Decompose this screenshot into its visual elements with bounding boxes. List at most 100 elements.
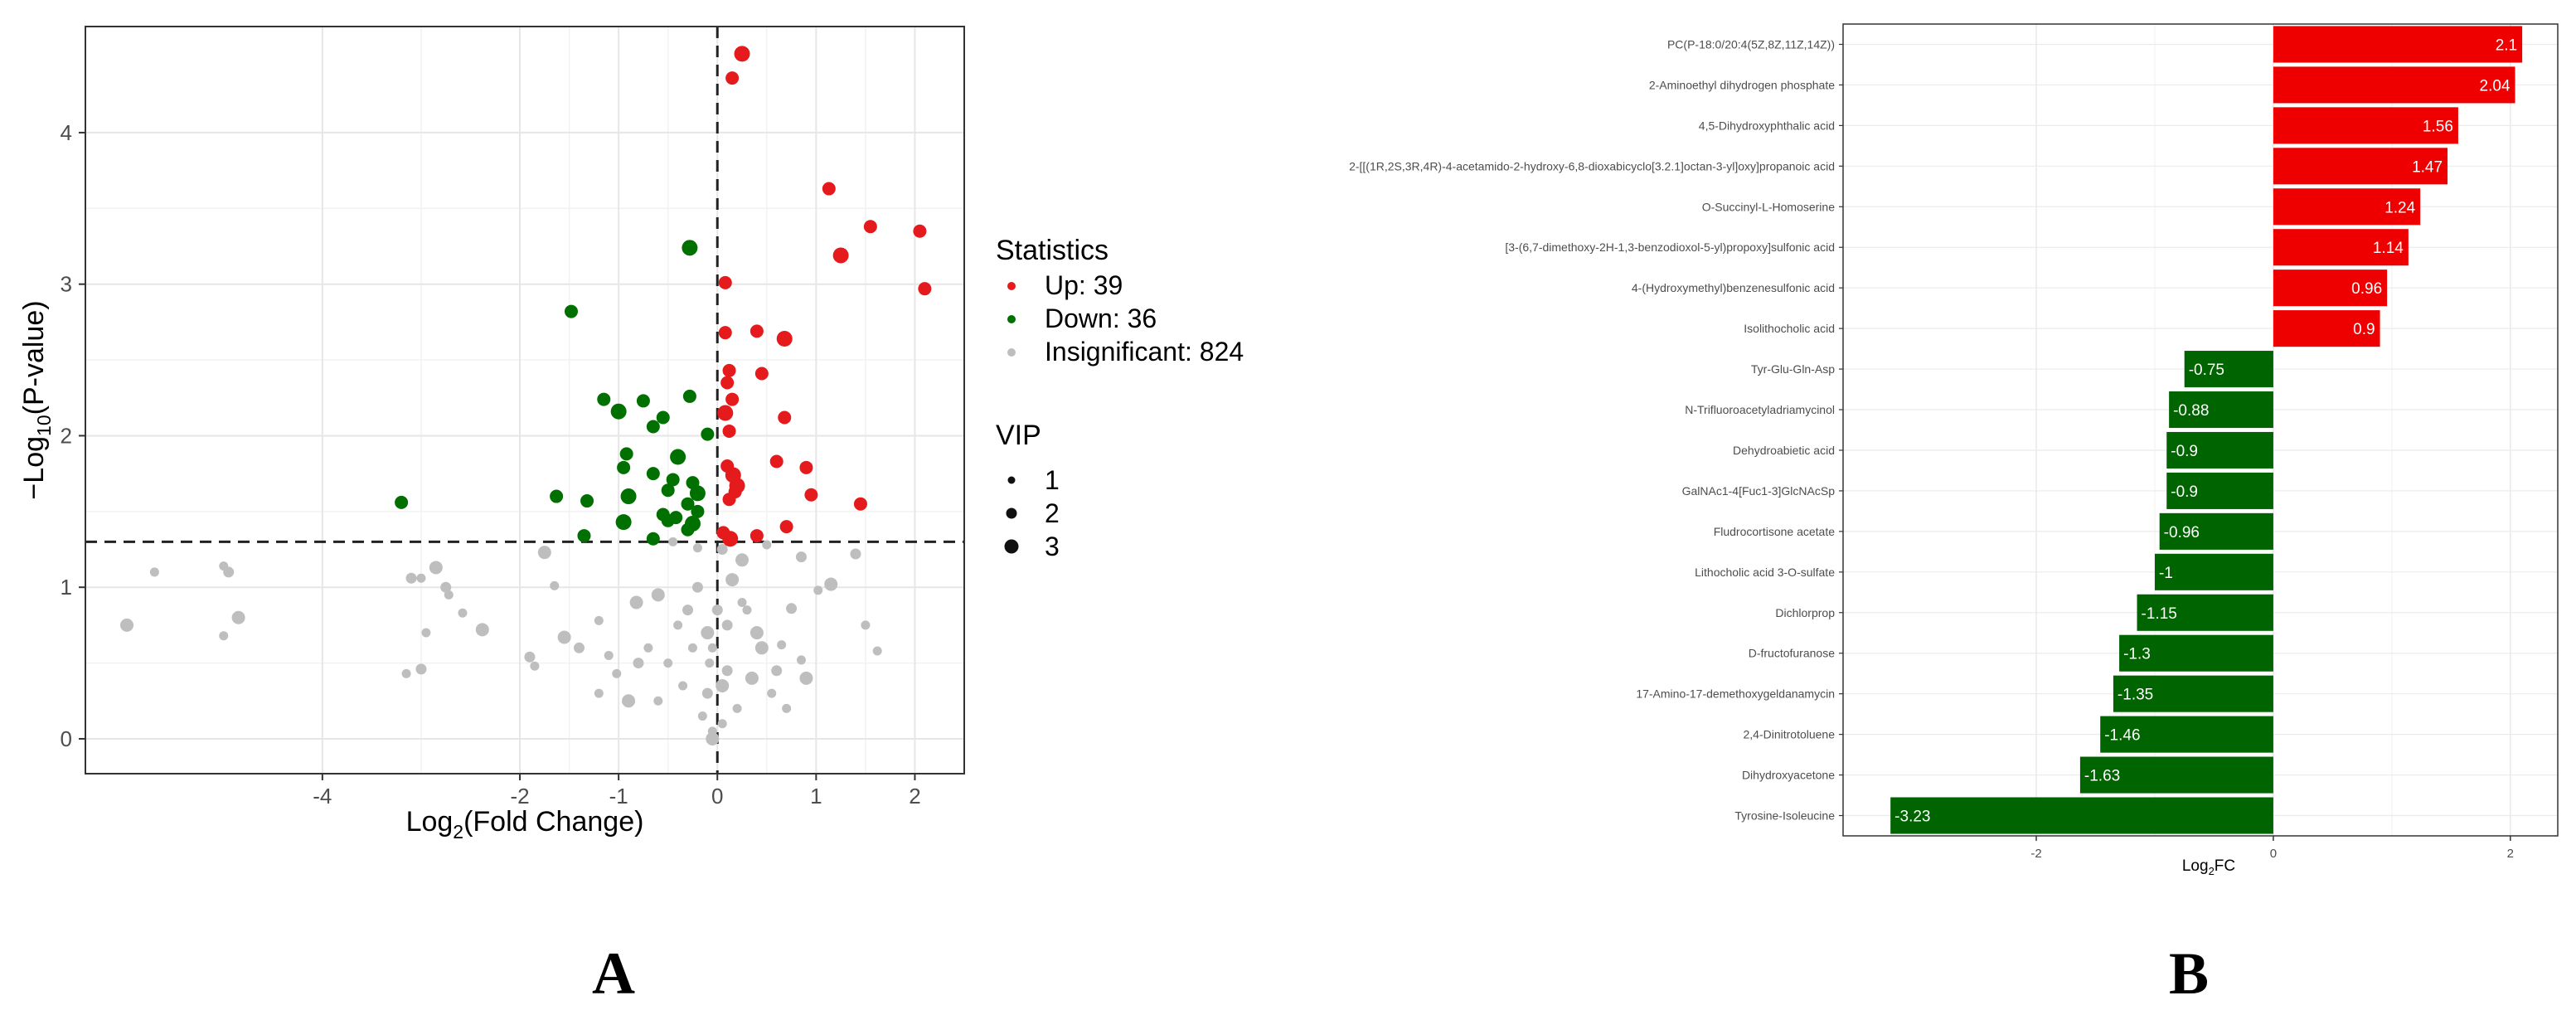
- legend-vip-label: 2: [1045, 498, 1060, 528]
- bar-down: [2079, 756, 2273, 794]
- volcano-point-up: [722, 424, 736, 438]
- volcano-point-down: [564, 304, 578, 318]
- volcano-point-insignificant: [663, 658, 673, 668]
- bar-category-label: Isolithocholic acid: [1744, 322, 1835, 335]
- bar-x-label-post: FC: [2215, 857, 2235, 875]
- volcano-point-insignificant: [440, 581, 452, 593]
- volcano-point-insignificant: [795, 551, 807, 563]
- bar-value-label: 2.04: [2480, 77, 2511, 95]
- volcano-point-insignificant: [796, 655, 806, 665]
- volcano-point-insignificant: [735, 553, 750, 567]
- bar-up: [2273, 66, 2515, 104]
- bar-value-label: 1.24: [2384, 199, 2415, 216]
- volcano-point-insignificant: [678, 681, 688, 691]
- volcano-point-insignificant: [745, 671, 759, 685]
- volcano-point-up: [722, 363, 736, 377]
- volcano-point-insignificant: [429, 561, 443, 575]
- bar-x-label-pre: Log: [2182, 857, 2209, 875]
- volcano-point-insignificant: [458, 608, 468, 618]
- volcano-plot-area: [85, 27, 964, 774]
- bar-down: [2159, 512, 2273, 550]
- volcano-point-down: [701, 427, 715, 441]
- legend-statistics-label: Up: 39: [1045, 270, 1123, 300]
- volcano-point-insignificant: [750, 626, 764, 640]
- volcano-point-down: [620, 488, 637, 505]
- volcano-point-insignificant: [120, 618, 134, 632]
- volcano-point-insignificant: [401, 668, 411, 678]
- bar-down: [2137, 594, 2273, 631]
- volcano-point-insignificant: [701, 687, 713, 699]
- bar-up: [2273, 229, 2409, 266]
- bar-category-label: [3-(6,7-dimethoxy-2H-1,3-benzodioxol-5-y…: [1505, 240, 1835, 254]
- volcano-plot-frame: [85, 26, 965, 774]
- volcano-point-insignificant: [668, 537, 678, 546]
- volcano-point-down: [550, 489, 564, 503]
- volcano-point-down: [691, 504, 705, 518]
- bar-value-label: 0.96: [2351, 280, 2382, 298]
- volcano-point-insignificant: [705, 658, 715, 668]
- volcano-point-down: [681, 497, 695, 511]
- bar-marks: 2.1 2.04 1.56 1.47 1.24 1.14 0.96 0.9 -0.75 -0.88…: [1890, 26, 2523, 834]
- volcano-point-down: [646, 532, 660, 546]
- panel-label-b: B: [2169, 940, 2209, 1007]
- bar-value-label: -0.9: [2171, 483, 2198, 501]
- bar-value-label: -1.15: [2142, 605, 2177, 623]
- bar-up: [2273, 310, 2380, 347]
- volcano-point-up: [769, 454, 783, 469]
- bar-category-label: Dehydroabietic acid: [1733, 444, 1835, 457]
- volcano-point-insignificant: [530, 661, 540, 671]
- bar-down: [2113, 675, 2273, 712]
- volcano-point-insignificant: [861, 620, 871, 630]
- bar-value-label: -1.46: [2104, 727, 2140, 745]
- bar-down: [1890, 797, 2273, 834]
- bar-value-label: -1.35: [2118, 687, 2153, 704]
- bar-x-axis-label: Log2FC: [2182, 857, 2235, 877]
- volcano-y-tick-label: 3: [61, 272, 72, 297]
- volcano-point-insignificant: [537, 546, 551, 560]
- volcano-point-insignificant: [574, 642, 585, 653]
- volcano-point-insignificant: [767, 688, 777, 698]
- volcano-x-tick-label: 1: [810, 784, 822, 808]
- volcano-point-down: [646, 420, 660, 434]
- bar-category-label: PC(P-18:0/20:4(5Z,8Z,11Z,14Z)): [1667, 37, 1835, 51]
- volcano-ticks: -4 -2 -1 0 1 2 0 1 2 3 4: [61, 120, 921, 808]
- bar-up: [2273, 188, 2421, 226]
- bar-value-label: 1.47: [2412, 158, 2443, 176]
- volcano-point-insignificant: [475, 623, 489, 637]
- volcano-point-down: [682, 240, 698, 256]
- volcano-point-insignificant: [716, 544, 728, 556]
- bar-category-label: Dichlorprop: [1775, 606, 1835, 619]
- volcano-x-tick-label: -1: [609, 784, 628, 808]
- volcano-point-insignificant: [706, 731, 720, 745]
- bar-value-label: -1.3: [2123, 646, 2151, 663]
- volcano-point-up: [720, 376, 735, 390]
- legend-statistics-title: Statistics: [996, 235, 1109, 266]
- volcano-y-tick-label: 1: [61, 575, 72, 600]
- legend-vip-label: 3: [1045, 532, 1060, 561]
- volcano-point-insignificant: [692, 543, 702, 553]
- volcano-point-insignificant: [737, 597, 747, 607]
- bar-category-label: 4-(Hydroxymethyl)benzenesulfonic acid: [1632, 281, 1835, 294]
- volcano-point-up: [734, 46, 750, 62]
- volcano-point-insignificant: [416, 573, 426, 583]
- volcano-y-tick-label: 0: [61, 726, 72, 751]
- volcano-x-tick-label: -2: [510, 784, 529, 808]
- volcano-point-down: [666, 473, 680, 487]
- volcano-point-insignificant: [754, 641, 769, 655]
- bar-category-label: Fludrocortisone acetate: [1714, 525, 1836, 538]
- volcano-point-down: [580, 494, 594, 508]
- volcano-point-up: [729, 478, 745, 494]
- volcano-point-up: [722, 493, 736, 507]
- bar-value-label: 1.56: [2423, 118, 2453, 135]
- legend-vip-title: VIP: [996, 420, 1041, 451]
- volcano-point-insignificant: [687, 643, 697, 653]
- volcano-point-up: [725, 71, 740, 85]
- volcano-y-tick-label: 2: [61, 423, 72, 448]
- volcano-point-insignificant: [707, 643, 717, 653]
- volcano-point-insignificant: [721, 619, 733, 631]
- volcano-x-label-sub: 2: [453, 821, 463, 842]
- bar-category-label: Dihydroxyacetone: [1742, 769, 1835, 782]
